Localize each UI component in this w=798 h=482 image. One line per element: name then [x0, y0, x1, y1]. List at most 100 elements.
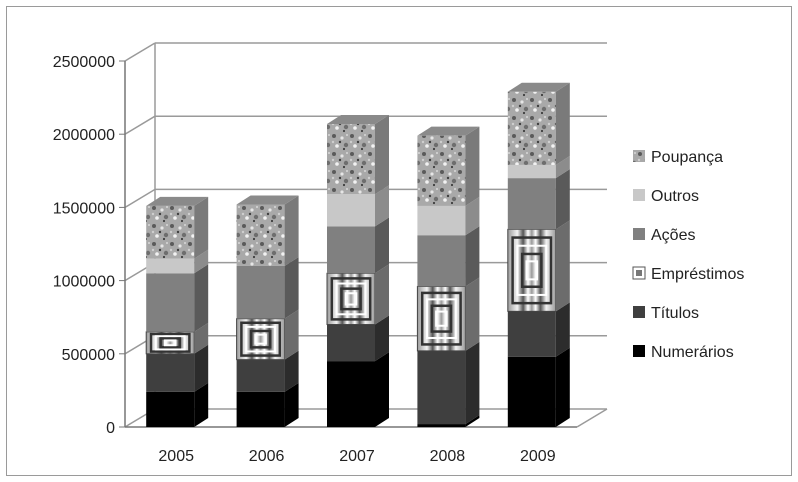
bar-segment: [146, 264, 209, 332]
bar-ring: [159, 337, 182, 349]
bar-front: [417, 235, 466, 287]
bar-segment: [327, 315, 389, 362]
bar-segment: [507, 169, 570, 230]
bar-segment: [327, 217, 389, 274]
legend-label: Empréstimos: [651, 266, 744, 283]
bar-side: [194, 249, 209, 274]
bar-side: [375, 114, 389, 195]
bar-ring: [245, 325, 276, 353]
bar-ring: [149, 332, 191, 353]
bar-side: [375, 264, 389, 325]
bar-front: [236, 359, 285, 392]
y-tick-label: 1500000: [53, 200, 115, 217]
bar-segment: [236, 382, 299, 427]
x-tick-label: 2005: [158, 448, 194, 465]
bar-side: [194, 264, 209, 332]
bar-front: [417, 135, 466, 206]
bar-front: [146, 205, 195, 259]
x-tick-label: 2008: [430, 448, 466, 465]
bar-front: [327, 324, 375, 362]
bar-top: [146, 196, 209, 206]
bar-ring: [430, 304, 453, 333]
bar-side: [555, 82, 570, 165]
legend-item: Poupança: [633, 149, 723, 166]
legend-swatch: [633, 228, 645, 240]
bar-side: [465, 226, 480, 287]
bar-segment: [507, 82, 570, 165]
bar-side: [375, 352, 389, 427]
bar-ring: [520, 252, 543, 288]
bar-segment: [236, 256, 299, 319]
bar-ring: [154, 335, 186, 351]
chart-frame: 0 500000 1000000 1500000 2000000 2500000 2005 2…: [6, 6, 792, 476]
bar-segment: [507, 347, 570, 427]
bar-ring: [511, 236, 553, 305]
bar-segment: [417, 341, 480, 425]
tick-labels: 0 500000 1000000 1500000 2000000 2500000 2005 2…: [53, 54, 556, 465]
bar-front: [507, 311, 556, 357]
bar-side: [555, 220, 570, 312]
y-tick-label: 2500000: [53, 54, 115, 71]
legend-label: Poupança: [651, 149, 723, 166]
bar-ring: [163, 339, 177, 347]
bar-ring: [240, 321, 282, 357]
legend-swatch: [633, 150, 645, 162]
bar-top: [327, 114, 389, 124]
bar-side: [284, 382, 299, 427]
bar-segment: [417, 415, 480, 427]
bar-top: [236, 195, 299, 205]
legend: Poupança Outros Ações Empréstimos Títulos Num…: [632, 149, 744, 361]
bar-front: [236, 318, 286, 361]
legend-label: Ações: [651, 227, 695, 244]
bar-front: [326, 272, 376, 326]
bar-segment: [416, 277, 480, 352]
bar-front: [146, 273, 195, 332]
bar-side: [465, 277, 480, 351]
bar-segment: [146, 196, 209, 259]
bar-side: [284, 350, 299, 392]
bar-front: [236, 391, 285, 427]
y-tick-label: 1000000: [53, 274, 115, 291]
bar-ring: [420, 291, 462, 346]
bar-segment: [417, 196, 480, 236]
bar-segment: [507, 302, 570, 357]
bar-front: [327, 194, 375, 227]
bar-ring: [335, 282, 367, 316]
bar-segment: [236, 309, 299, 361]
bar-side: [375, 185, 389, 227]
grid-diagonal: [124, 42, 156, 62]
bar-segment: [327, 185, 389, 227]
legend-item: Outros: [633, 188, 699, 205]
legend-swatch: [633, 306, 645, 318]
bars: [145, 82, 570, 427]
bar-ring: [330, 277, 372, 321]
legend-swatch: [633, 345, 645, 357]
bar-front: [236, 265, 285, 319]
bar-top: [417, 126, 480, 136]
x-tick-label: 2009: [520, 448, 556, 465]
bar-ring: [516, 244, 548, 296]
bar-front: [417, 350, 466, 425]
legend-label: Títulos: [651, 305, 699, 322]
grid-diagonal: [124, 188, 156, 209]
bar-ring: [340, 287, 362, 311]
bar-side: [194, 382, 209, 427]
bar-side: [555, 155, 570, 179]
bar-ring: [344, 292, 358, 306]
bar-front: [146, 258, 195, 274]
bar-front: [327, 226, 375, 274]
bar-front: [327, 361, 375, 427]
legend-item: Empréstimos: [632, 266, 744, 283]
bar-front: [417, 424, 466, 427]
bar-front: [507, 91, 556, 165]
bar-ring: [249, 329, 272, 349]
bar-side: [194, 196, 209, 259]
bar-segment: [327, 352, 389, 427]
bar-side: [465, 126, 480, 206]
bar-side: [284, 256, 299, 319]
bar-front: [146, 391, 195, 427]
bar-ring: [426, 298, 457, 339]
bar-front: [507, 228, 557, 312]
y-tick-label: 0: [106, 420, 115, 437]
legend-label: Numerários: [651, 344, 734, 361]
